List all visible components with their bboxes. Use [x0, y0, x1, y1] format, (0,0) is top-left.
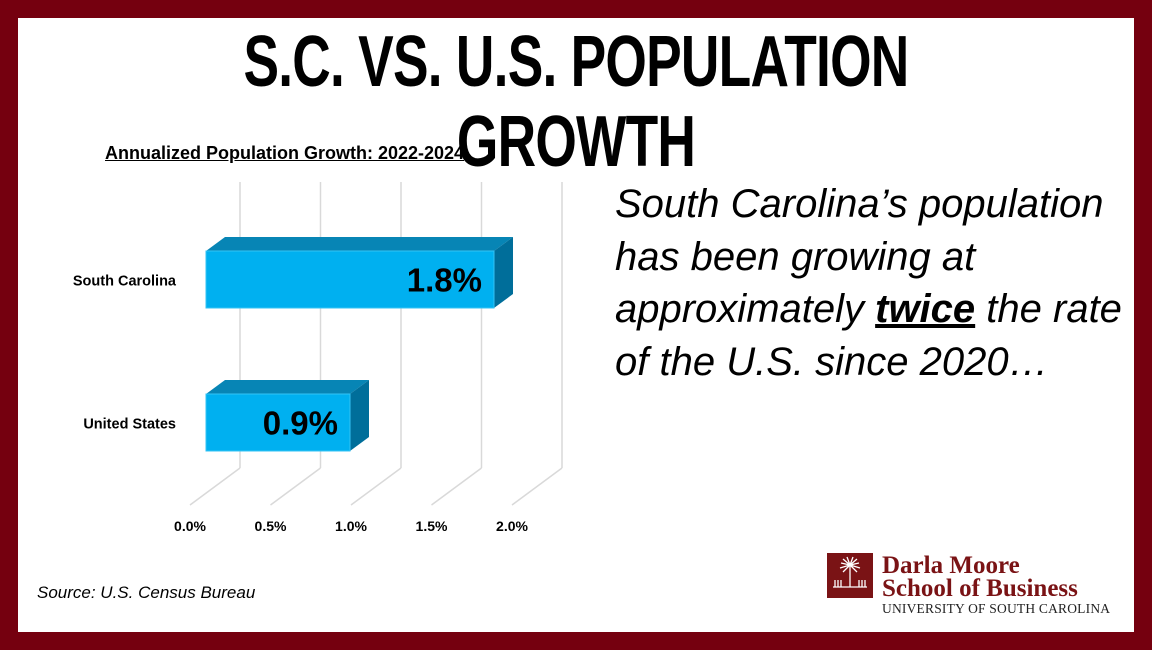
x-tick-label: 0.5% [255, 518, 287, 534]
slide [18, 18, 1134, 632]
x-tick-label: 0.0% [174, 518, 206, 534]
slide-title: S.C. VS. U.S. POPULATION GROWTH [243, 22, 909, 182]
x-tick-label: 1.0% [335, 518, 367, 534]
x-tick-label: 1.5% [416, 518, 448, 534]
quote-after: the rate of the U.S. since 2020… [615, 287, 1122, 384]
x-tick-label: 2.0% [496, 518, 528, 534]
quote-text: South Carolina’s population has been gro… [615, 178, 1135, 388]
floor-gridline [189, 467, 241, 506]
data-label: 0.9% [263, 405, 338, 442]
bar-top-face [206, 380, 369, 394]
category-label: United States [83, 417, 176, 433]
floor-gridline [511, 467, 563, 506]
source-note: Source: U.S. Census Bureau [37, 583, 256, 602]
floor-gridline [270, 467, 321, 506]
bar-side-face [350, 380, 369, 451]
quote-emphasis: twice [875, 287, 976, 331]
palmetto-logo-icon [827, 553, 873, 598]
bar-front-face [205, 250, 495, 309]
quote-before: South Carolina’s population has been gro… [615, 182, 1104, 331]
logo-text-line2: School of Business [882, 575, 1078, 602]
floor-gridline [350, 467, 402, 506]
floor-gridline [431, 467, 482, 506]
logo-text-line3: UNIVERSITY OF SOUTH CAROLINA [882, 601, 1111, 616]
bar-top-face [206, 237, 513, 251]
bar-0: 1.8% [205, 237, 513, 309]
logo-text-line1: Darla Moore [882, 552, 1020, 579]
bar-1: 0.9% [205, 380, 369, 452]
category-label: South Carolina [73, 274, 177, 290]
data-label: 1.8% [407, 262, 482, 299]
chart-title: Annualized Population Growth: 2022-2024 [105, 143, 465, 163]
bar-front-face [205, 393, 351, 452]
bar-side-face [494, 237, 513, 308]
